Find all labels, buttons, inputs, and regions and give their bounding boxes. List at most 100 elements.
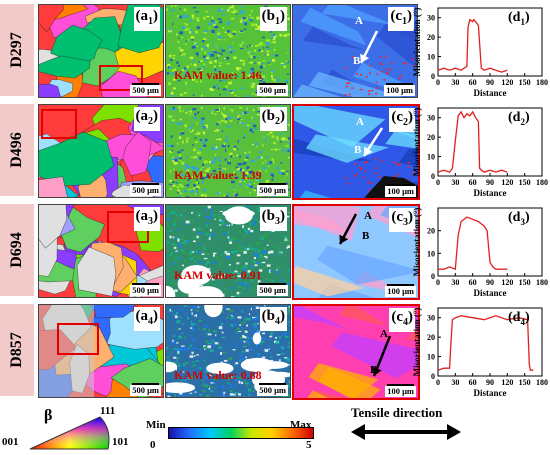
- zoom-region-box: [99, 65, 143, 91]
- y-tick-label: 30: [427, 14, 435, 23]
- panel-label-c4-letter: c: [396, 309, 403, 325]
- zoom-ipf-c2: A B (c2) 100 μm: [292, 104, 420, 200]
- panel-label-d-index: 3: [520, 216, 525, 227]
- panel-label-c1-letter: c: [395, 8, 402, 24]
- x-tick-label: 150: [519, 278, 531, 287]
- x-tick-label: 60: [469, 278, 477, 287]
- x-tick-label: 60: [469, 78, 477, 87]
- kam-five-label: 5: [306, 439, 312, 451]
- panel-label-d-index: 2: [520, 116, 525, 127]
- panel-label-c2: (c2): [389, 108, 415, 132]
- misorientation-chart-d3: 0 30 60 90 120 150 180 0 10 20 Distance Misorientat…: [412, 202, 550, 300]
- panel-label-a4: (a4): [133, 307, 160, 331]
- sample-label-d496: D496: [0, 104, 34, 196]
- point-label-a: A: [356, 116, 364, 128]
- x-tick-label: 30: [451, 278, 459, 287]
- kam-value-label: KAM value: 1.39: [174, 168, 262, 182]
- scale-bar: 500 μm: [130, 283, 161, 296]
- panel-label-b3-index: 3: [275, 216, 280, 227]
- x-tick-label: 180: [536, 278, 548, 287]
- panel-label-a2-index: 2: [148, 116, 153, 127]
- zoom-ipf-image: [294, 206, 418, 298]
- ipf-corner-001: 001: [2, 436, 19, 448]
- sample-label-d694: D694: [0, 204, 34, 296]
- kam-colorbar-legend: Min Max 0 5: [140, 405, 320, 455]
- panel-label-c3: (c3): [389, 208, 415, 232]
- panel-label-a3-index: 3: [148, 216, 153, 227]
- zoom-ipf-c4: A B (c4) 100 μm: [292, 304, 420, 400]
- tensile-direction-label: Tensile direction: [351, 405, 443, 420]
- panel-label-c3-index: 3: [403, 217, 408, 228]
- panel-label-c2-index: 2: [403, 117, 408, 128]
- x-tick-label: 180: [536, 178, 548, 187]
- x-axis-label: Distance: [474, 88, 507, 98]
- y-tick-label: 10: [427, 53, 435, 62]
- x-tick-label: 0: [436, 278, 440, 287]
- panel-label-b1-index: 1: [275, 16, 280, 27]
- kam-zero-label: 0: [150, 439, 156, 451]
- misorientation-line: [437, 110, 508, 173]
- panel-label-d3: (d3): [508, 210, 530, 227]
- kam-colorbar: [168, 427, 314, 439]
- y-tick-label: 0: [431, 172, 435, 181]
- ipf-map-a4: (a4) 500 μm: [38, 304, 164, 398]
- ipf-phase-label: β: [44, 407, 53, 424]
- double-arrow-icon: [351, 424, 461, 440]
- scale-bar: 100 μm: [385, 284, 416, 297]
- panel-label-c1: (c1): [388, 7, 414, 31]
- misorientation-line: [438, 216, 508, 271]
- y-tick-label: 20: [427, 33, 435, 42]
- ipf-triangle: [29, 416, 110, 450]
- kam-value-label: KAM value: 1.46: [174, 68, 262, 82]
- panel-label-a4-letter: a: [140, 308, 149, 324]
- panel-label-c3-letter: c: [396, 209, 403, 225]
- y-axis-label: Misorientation (°): [412, 308, 422, 377]
- panel-label-a1-index: 1: [148, 16, 153, 27]
- point-label-b: B: [370, 364, 378, 376]
- point-label-b: B: [354, 144, 362, 156]
- misorientation-chart-d4: 0 30 60 90 120 150 180 0 10 20 30 Distance Misorient…: [412, 302, 550, 400]
- scale-bar: 500 μm: [257, 383, 288, 396]
- y-tick-label: 0: [431, 372, 435, 381]
- panel-label-a3-letter: a: [140, 208, 149, 224]
- panel-label-b1-letter: b: [266, 8, 275, 24]
- y-tick-label: 10: [427, 153, 435, 162]
- misorientation-chart-d2: 0 30 60 90 120 150 180 0 10 20 30 Distance Misorient…: [412, 102, 550, 200]
- ipf-map-image: [39, 305, 163, 397]
- sample-label-d297: D297: [0, 4, 34, 96]
- x-axis-label: Distance: [474, 388, 507, 398]
- panel-label-d1: (d1): [508, 10, 530, 27]
- kam-value-label: KAM value: 0.91: [174, 268, 262, 282]
- x-tick-label: 90: [486, 78, 494, 87]
- tensile-legend: Tensile direction: [335, 405, 550, 455]
- point-label-b: B: [353, 55, 361, 67]
- y-axis-label: Misorientation (°): [412, 208, 422, 277]
- x-tick-label: 120: [501, 278, 513, 287]
- y-tick-label: 30: [427, 114, 435, 123]
- arrow-head-icon: [372, 366, 382, 376]
- x-tick-label: 180: [536, 378, 548, 387]
- panel-label-a3: (a3): [133, 207, 160, 231]
- panel-label-d-letter: d: [512, 10, 521, 25]
- panel-label-d-letter: d: [512, 110, 521, 125]
- x-tick-label: 0: [436, 378, 440, 387]
- scale-bar: 100 μm: [384, 83, 415, 96]
- x-tick-label: 60: [469, 378, 477, 387]
- x-tick-label: 60: [469, 178, 477, 187]
- arrow-head-icon: [360, 53, 370, 63]
- x-tick-label: 90: [486, 278, 494, 287]
- scale-bar: 500 μm: [130, 383, 161, 396]
- point-label-a: A: [355, 15, 363, 27]
- panel-label-b3: (b3): [259, 207, 287, 231]
- arrow-head-icon: [364, 146, 373, 156]
- x-tick-label: 120: [501, 378, 513, 387]
- zoom-region-box: [41, 109, 77, 139]
- panel-label-c2-letter: c: [396, 109, 403, 125]
- ipf-map-a3: (a3) 500 μm: [38, 204, 164, 298]
- kam-value-label: KAM value: 0.88: [174, 368, 262, 382]
- y-tick-label: 0: [431, 272, 435, 281]
- zoom-ipf-c3: A B (c3) 100 μm: [292, 204, 420, 300]
- panel-label-b2: (b2): [259, 107, 287, 131]
- panel-label-d-index: 1: [520, 16, 525, 27]
- panel-label-c1-index: 1: [402, 16, 407, 27]
